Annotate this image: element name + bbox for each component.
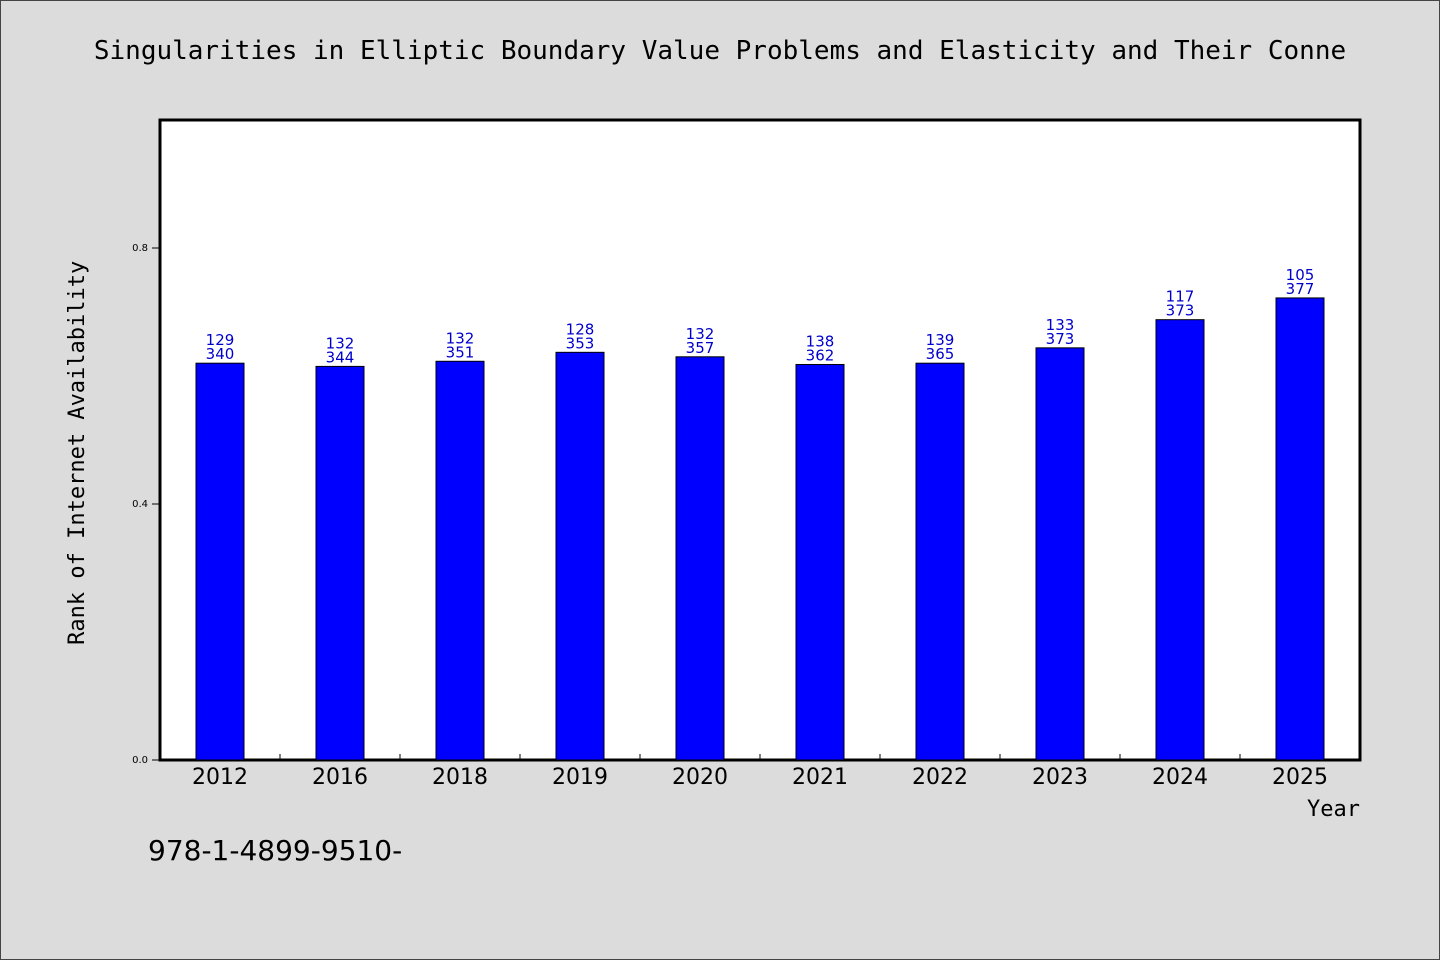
data-label-top: 132 [446, 329, 475, 347]
data-label-top: 105 [1286, 266, 1315, 284]
x-tick-label: 2016 [312, 765, 368, 790]
bar [1035, 347, 1085, 761]
y-axis-title: Rank of Internet Availability [65, 261, 90, 645]
bar [1155, 319, 1205, 761]
data-label-top: 132 [326, 334, 355, 352]
data-label-bottom: 353 [566, 334, 595, 352]
x-tick-label: 2018 [432, 765, 488, 790]
x-tick-label: 2012 [192, 765, 248, 790]
x-tick-label: 2022 [912, 765, 968, 790]
data-label-bottom: 340 [206, 345, 235, 363]
data-label-bottom: 351 [446, 343, 475, 361]
data-label-bottom: 362 [806, 346, 835, 364]
data-label-bottom: 365 [926, 345, 955, 363]
x-tick-label: 2019 [552, 765, 608, 790]
data-label-top: 132 [686, 325, 715, 343]
y-tick-label: 0.8 [132, 243, 148, 254]
data-label-bottom: 357 [686, 339, 715, 357]
bar [195, 362, 245, 761]
x-tick-label: 2023 [1032, 765, 1088, 790]
bar [315, 365, 365, 761]
chart-title: Singularities in Elliptic Boundary Value… [93, 36, 1347, 66]
data-label-top: 138 [806, 332, 835, 350]
x-axis-title: Year [1307, 797, 1360, 822]
bar [435, 360, 485, 761]
data-label-top: 139 [926, 331, 955, 349]
x-tick-label: 2024 [1152, 765, 1208, 790]
bar [795, 363, 845, 761]
bar [1275, 297, 1325, 761]
x-tick-label: 2025 [1272, 765, 1328, 790]
bar [555, 351, 605, 761]
data-label-top: 117 [1166, 288, 1195, 306]
y-tick-label: 0.0 [132, 755, 148, 766]
x-tick-label: 2021 [792, 765, 848, 790]
isbn-text: 978-1-4899-9510- [148, 834, 403, 867]
data-label-bottom: 373 [1046, 330, 1075, 348]
data-label-bottom: 377 [1286, 280, 1315, 298]
x-tick-label: 2020 [672, 765, 728, 790]
data-label-top: 133 [1046, 316, 1075, 334]
data-label-bottom: 373 [1166, 302, 1195, 320]
bar [915, 362, 965, 761]
bar [675, 356, 725, 761]
data-label-top: 128 [566, 320, 595, 338]
data-label-bottom: 344 [326, 348, 355, 366]
y-tick-label: 0.4 [132, 499, 148, 510]
data-label-top: 129 [206, 331, 235, 349]
